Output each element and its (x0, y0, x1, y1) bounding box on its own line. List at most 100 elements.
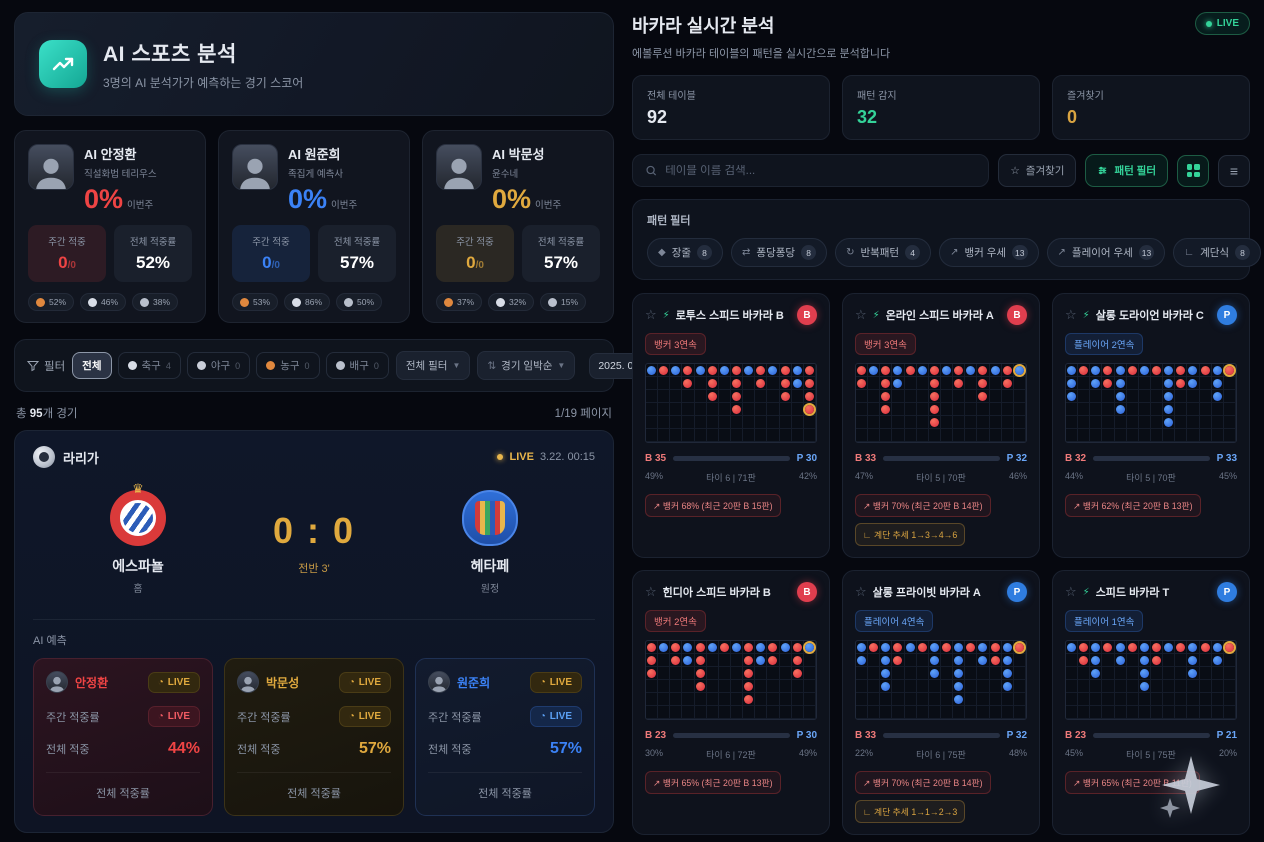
prediction-card[interactable]: 안정환 ◔ LIVE 주간 적중률 ◔ LIVE 전체 적중 44% 전체 적중률 (33, 658, 213, 816)
pattern-chip-반복패턴[interactable]: ↻ 반복패턴 4 (835, 238, 932, 267)
analyst-card[interactable]: AI 원준희 족집게 예측사 0% 이번주 주간 적중 0/0 전체 적중률 57… (218, 130, 410, 323)
favorites-button[interactable]: ☆ 즐겨찾기 (998, 154, 1077, 187)
activity-spark-icon: ⚡ (1082, 309, 1090, 321)
overall-accuracy-label: 전체 적중 (428, 744, 472, 756)
crown-icon: ♛ (132, 481, 144, 496)
analyst-card[interactable]: AI 박문성 윤수네 0% 이번주 주간 적중 0/0 전체 적중률 57% 37… (422, 130, 614, 323)
overall-accuracy-box: 전체 적중률 57% (522, 225, 600, 282)
banker-count: B 23 (645, 730, 667, 741)
player-bead (671, 365, 681, 375)
player-bead (647, 365, 657, 375)
banker-bead (905, 365, 915, 375)
prediction-card[interactable]: 원준희 ◔ LIVE 주간 적중률 ◔ LIVE 전체 적중 57% 전체 적중률 (415, 658, 595, 816)
activity-spark-icon: ⚡ (1082, 586, 1090, 598)
baccarat-table-card[interactable]: ☆ ⚡ 로투스 스피드 바카라 B B 뱅커 3연속 B 35 P 30 49%… (632, 293, 830, 558)
pattern-chip-장줄[interactable]: ◆ 장줄 8 (647, 238, 724, 267)
match-card[interactable]: 라리가 LIVE 3.22. 00:15 ♛ 에스파뇰 홈 (14, 430, 614, 833)
pattern-chip-뱅커 우세[interactable]: ↗ 뱅커 우세 13 (939, 238, 1039, 267)
favorite-star-icon[interactable]: ☆ (645, 307, 657, 322)
weekly-hits-box: 주간 적중 0/0 (28, 225, 106, 282)
baccarat-table-card[interactable]: ☆ ⚡ 온라인 스피드 바카라 A B 뱅커 3연속 B 33 P 32 47%… (842, 293, 1040, 558)
baccarat-table-card[interactable]: ☆ ⚡ 살롱 도라이언 바카라 C P 플레이어 2연속 B 32 P 33 4… (1052, 293, 1250, 558)
search-input[interactable] (665, 164, 977, 177)
banker-player-ratio-bar (883, 456, 1000, 461)
banker-bead (954, 378, 964, 388)
pattern-filter-button[interactable]: 패턴 필터 (1085, 154, 1168, 187)
baccarat-table-card[interactable]: ☆ 힌디아 스피드 바카라 B B 뱅커 2연속 B 23 P 30 30% 타… (632, 570, 830, 835)
player-bead (954, 681, 964, 691)
list-view-button[interactable]: ≡ (1218, 154, 1250, 187)
pattern-chip-플레이어 우세[interactable]: ↗ 플레이어 우세 13 (1046, 238, 1166, 267)
weekly-hits-box: 주간 적중 0/0 (436, 225, 514, 282)
bead-road-grid (1065, 640, 1237, 720)
stat-box: 전체 테이블 92 (632, 75, 830, 140)
banker-bead (1014, 642, 1024, 652)
banker-bead (804, 391, 814, 401)
player-count: P 21 (1216, 730, 1237, 741)
player-bead (1014, 365, 1024, 375)
player-bead (1091, 668, 1101, 678)
chevron-down-icon: ▼ (452, 361, 461, 370)
sport-chip-배구[interactable]: 배구 0 (325, 352, 389, 379)
table-search[interactable] (632, 154, 990, 187)
baccarat-table-card[interactable]: ☆ 살롱 프라이빗 바카라 A P 플레이어 4연속 B 33 P 32 22%… (842, 570, 1040, 835)
banker-player-ratio-bar (1093, 733, 1210, 738)
baccarat-table-card[interactable]: ☆ ⚡ 스피드 바카라 T P 플레이어 1연속 B 23 P 21 45% 타… (1052, 570, 1250, 835)
player-pct: 45% (1218, 471, 1237, 481)
pattern-chip-퐁당퐁당[interactable]: ⇄ 퐁당퐁당 8 (731, 238, 828, 267)
player-bead (1212, 391, 1222, 401)
favorite-star-icon[interactable]: ☆ (1065, 307, 1077, 322)
banker-bead (1224, 642, 1234, 652)
clock-icon: ◔ (157, 676, 164, 688)
banker-bead (1079, 642, 1089, 652)
sport-chip-축구[interactable]: 축구 4 (117, 352, 181, 379)
funnel-icon (27, 360, 39, 371)
banker-bead (768, 655, 778, 665)
player-bead (1067, 365, 1077, 375)
favorite-star-icon[interactable]: ☆ (1065, 584, 1077, 599)
league-name: 라리가 (63, 450, 99, 466)
banker-player-ratio-bar (883, 733, 1000, 738)
last-result-badge: P (1217, 305, 1237, 325)
banker-bead (978, 378, 988, 388)
analyst-name: AI 박문성 (492, 147, 545, 162)
analyst-card[interactable]: AI 안정환 직설화법 테리우스 0% 이번주 주간 적중 0/0 전체 적중률 … (14, 130, 206, 323)
table-title: 살롱 프라이빗 바카라 A (872, 587, 981, 599)
sport-chip-전체[interactable]: 전체 (72, 352, 112, 379)
streak-tag: 플레이어 4연속 (855, 610, 934, 632)
league-filter-dropdown[interactable]: 전체 필터 ▼ (395, 351, 471, 380)
table-title: 힌디아 스피드 바카라 B (662, 587, 771, 599)
sport-chip-농구[interactable]: 농구 0 (256, 352, 320, 379)
weekly-accuracy-label: 주간 적중률 (46, 711, 100, 724)
banker-bead (929, 417, 939, 427)
player-bead (1212, 365, 1222, 375)
banker-pct: 49% (645, 471, 664, 481)
prediction-card[interactable]: 박문성 ◔ LIVE 주간 적중률 ◔ LIVE 전체 적중 57% 전체 적중률 (224, 658, 404, 816)
pattern-chip-계단식[interactable]: ∟ 계단식 8 (1173, 238, 1262, 267)
banker-bead (929, 391, 939, 401)
activity-spark-icon: ⚡ (662, 309, 670, 321)
predictor-avatar (428, 671, 450, 693)
player-pct: 42% (798, 471, 817, 481)
favorite-star-icon[interactable]: ☆ (645, 584, 657, 599)
predictor-name: 박문성 (266, 675, 300, 690)
stat-label: 전체 테이블 (647, 91, 696, 102)
player-bead (732, 642, 742, 652)
player-bead (869, 365, 879, 375)
stat-label: 패턴 감지 (857, 91, 897, 102)
banker-bead (929, 365, 939, 375)
banker-bead (695, 668, 705, 678)
overall-accuracy-value: 57% (549, 740, 582, 757)
banker-bead (707, 365, 717, 375)
pattern-filter-label: 패턴 필터 (647, 215, 691, 227)
banker-bead (671, 642, 681, 652)
banker-pct: 47% (855, 471, 874, 481)
sport-chip-야구[interactable]: 야구 0 (186, 352, 251, 379)
grid-view-button[interactable] (1177, 154, 1209, 187)
favorite-star-icon[interactable]: ☆ (855, 584, 867, 599)
away-team-side: 원정 (480, 584, 500, 595)
favorite-star-icon[interactable]: ☆ (855, 307, 867, 322)
sort-dropdown[interactable]: ⇅ 경기 임박순 ▼ (477, 351, 576, 380)
match-period: 전반 3' (298, 562, 330, 575)
